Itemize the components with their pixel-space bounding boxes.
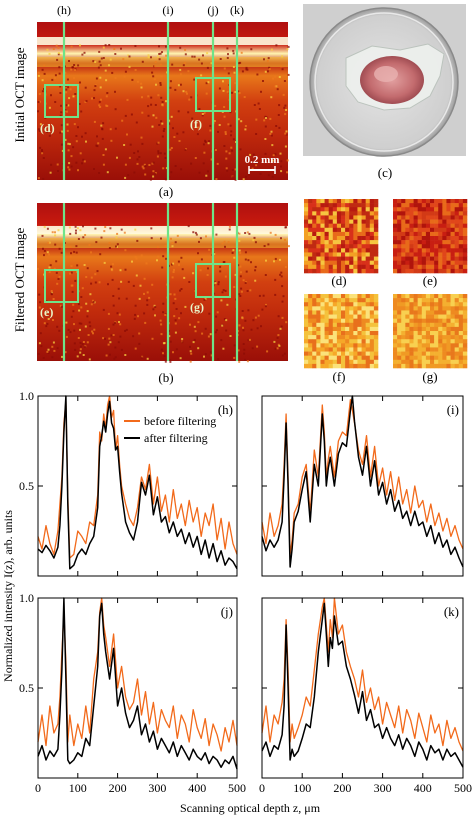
x-tick-label: 100 bbox=[69, 781, 87, 795]
x-tick-label: 200 bbox=[333, 781, 351, 795]
y-tick-label: 1.0 bbox=[19, 591, 34, 605]
line-tag-k: (k) bbox=[230, 3, 244, 17]
plot-panel-label: (j) bbox=[221, 604, 233, 619]
legend-label-after: after filtering bbox=[144, 431, 208, 445]
x-tick-label: 300 bbox=[374, 781, 392, 795]
line-tag-i: (i) bbox=[162, 3, 173, 17]
plot-h: 0.5 1.0 (h) bbox=[19, 389, 238, 577]
legend: before filtering after filtering bbox=[124, 414, 216, 445]
plot-j: 0.5 1.0 0 100 200 300 400 500 (j) bbox=[19, 591, 246, 795]
series-before-filtering-i bbox=[261, 398, 464, 556]
x-tick-label: 0 bbox=[35, 781, 41, 795]
caption-a: (a) bbox=[159, 184, 173, 199]
box-tag-e: (e) bbox=[40, 305, 53, 319]
box-tag-f: (f) bbox=[190, 117, 202, 131]
y-tick-label: 1.0 bbox=[19, 389, 34, 403]
x-tick-label: 400 bbox=[414, 781, 432, 795]
plot-k: 0 100 200 300 400 500 (k) bbox=[259, 597, 472, 795]
caption-d: (d) bbox=[331, 273, 346, 288]
scan-lines-a bbox=[62, 22, 239, 180]
series-after-filtering-j bbox=[37, 597, 238, 770]
y-axis-label: Normalized intensity I(z), arb. units bbox=[1, 510, 15, 682]
plot-i: (i) bbox=[261, 395, 464, 577]
line-tag-h: (h) bbox=[57, 3, 71, 17]
plot-panel-label: (i) bbox=[447, 402, 459, 417]
oct-image-filtered bbox=[37, 203, 290, 363]
scale-bar: 0.2 mm bbox=[245, 154, 280, 174]
series-after-filtering-k bbox=[261, 602, 464, 768]
line-tag-j: (j) bbox=[207, 3, 218, 17]
x-tick-label: 100 bbox=[293, 781, 311, 795]
series-before-filtering-k bbox=[261, 597, 464, 752]
x-axis-label: Scanning optical depth z, μm bbox=[180, 801, 321, 815]
caption-e: (e) bbox=[423, 273, 437, 288]
x-tick-label: 400 bbox=[188, 781, 206, 795]
x-tick-label: 200 bbox=[109, 781, 127, 795]
caption-b: (b) bbox=[158, 370, 173, 385]
series-after-filtering-h bbox=[37, 395, 238, 570]
scale-bar-label: 0.2 mm bbox=[245, 154, 280, 166]
x-tick-label: 500 bbox=[454, 781, 472, 795]
row-label-filtered: Filtered OCT image bbox=[12, 228, 27, 333]
series-before-filtering-j bbox=[37, 597, 238, 752]
sample-photo bbox=[303, 4, 466, 157]
patch-f-image bbox=[304, 294, 379, 369]
roi-boxes bbox=[44, 77, 231, 303]
y-tick-label: 0.5 bbox=[19, 681, 34, 695]
plot-panel-label: (h) bbox=[218, 402, 233, 417]
patch-e-image bbox=[393, 199, 468, 274]
caption-g: (g) bbox=[422, 369, 437, 384]
caption-f: (f) bbox=[333, 369, 346, 384]
x-tick-label: 0 bbox=[259, 781, 265, 795]
box-tag-g: (g) bbox=[190, 300, 204, 314]
y-tick-label: 0.5 bbox=[19, 479, 34, 493]
series-after-filtering-i bbox=[261, 395, 464, 568]
legend-label-before: before filtering bbox=[144, 414, 216, 428]
caption-c: (c) bbox=[378, 165, 392, 180]
x-tick-label: 500 bbox=[228, 781, 246, 795]
patch-g-image bbox=[393, 294, 468, 369]
scan-lines-b bbox=[62, 203, 239, 361]
row-label-initial: Initial OCT image bbox=[12, 47, 27, 142]
x-tick-label: 300 bbox=[148, 781, 166, 795]
patch-d-image bbox=[304, 199, 379, 274]
box-tag-d: (d) bbox=[40, 121, 55, 135]
plot-panel-label: (k) bbox=[444, 604, 459, 619]
